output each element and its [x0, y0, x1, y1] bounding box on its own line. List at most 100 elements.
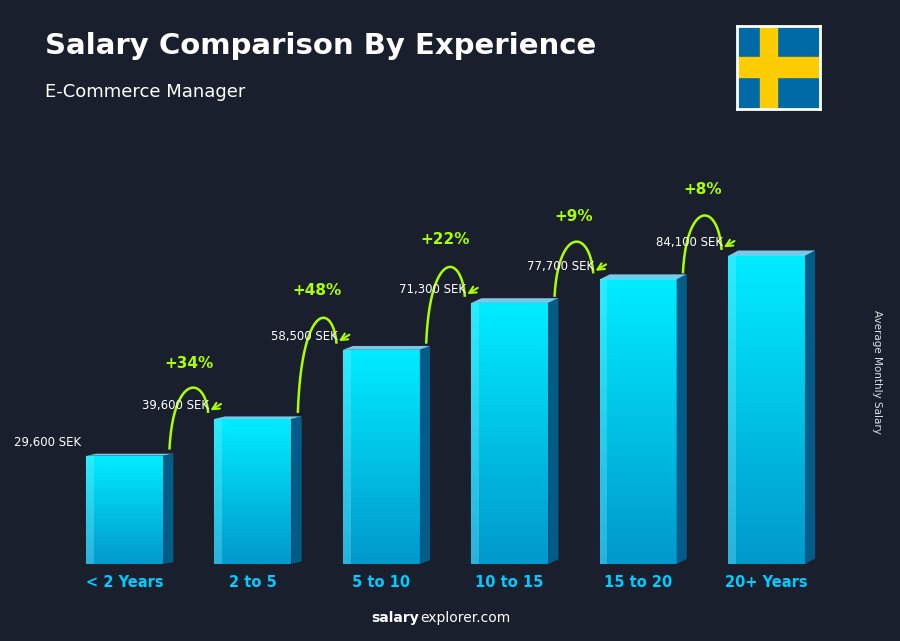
Bar: [343, 428, 419, 430]
Bar: [472, 322, 548, 326]
Bar: [472, 444, 548, 447]
Bar: [599, 479, 677, 482]
Bar: [599, 546, 677, 550]
Bar: [86, 513, 163, 514]
Bar: [599, 347, 677, 351]
Bar: [472, 365, 548, 368]
Bar: [472, 372, 548, 375]
Bar: [343, 374, 419, 377]
Bar: [214, 422, 292, 424]
Bar: [343, 369, 419, 371]
Bar: [728, 499, 805, 503]
Bar: [214, 477, 292, 479]
Bar: [472, 483, 548, 486]
Bar: [728, 487, 805, 491]
Bar: [599, 543, 677, 546]
Bar: [214, 474, 292, 475]
Bar: [728, 341, 805, 345]
Bar: [728, 337, 805, 341]
Bar: [343, 449, 419, 451]
Bar: [472, 378, 548, 381]
Bar: [728, 437, 805, 441]
Bar: [214, 510, 292, 512]
Bar: [86, 483, 163, 484]
Bar: [599, 489, 677, 493]
Bar: [343, 451, 419, 454]
Bar: [728, 383, 805, 387]
Text: explorer.com: explorer.com: [420, 611, 510, 625]
Bar: [86, 478, 163, 479]
Bar: [728, 483, 805, 487]
Bar: [472, 411, 548, 414]
Bar: [728, 476, 805, 479]
Bar: [599, 429, 677, 433]
Bar: [599, 415, 677, 418]
Bar: [343, 510, 419, 513]
Bar: [472, 381, 548, 385]
Bar: [214, 503, 292, 504]
Bar: [86, 458, 163, 460]
Bar: [86, 531, 163, 533]
Bar: [86, 457, 163, 458]
Bar: [214, 464, 292, 466]
Bar: [599, 383, 677, 386]
Bar: [472, 342, 548, 345]
Bar: [472, 460, 548, 463]
Bar: [343, 403, 419, 406]
Bar: [472, 535, 548, 538]
Bar: [214, 488, 292, 490]
Bar: [343, 438, 419, 441]
Bar: [472, 486, 548, 489]
Bar: [343, 433, 419, 435]
Bar: [86, 545, 163, 547]
Bar: [214, 557, 292, 559]
Bar: [728, 267, 805, 271]
Bar: [86, 514, 163, 515]
Bar: [472, 450, 548, 453]
Bar: [86, 461, 163, 462]
Bar: [86, 547, 163, 548]
Bar: [728, 514, 805, 518]
Bar: [728, 395, 805, 399]
Bar: [214, 495, 292, 497]
Bar: [728, 460, 805, 464]
Bar: [86, 538, 163, 540]
Bar: [599, 443, 677, 447]
Bar: [472, 306, 548, 310]
Bar: [472, 440, 548, 444]
Bar: [728, 426, 805, 429]
Bar: [599, 436, 677, 440]
Polygon shape: [677, 274, 687, 564]
Bar: [728, 256, 735, 564]
Bar: [343, 503, 419, 505]
Bar: [214, 517, 292, 519]
Bar: [343, 366, 419, 369]
Bar: [86, 469, 163, 470]
Bar: [599, 337, 677, 340]
Bar: [343, 395, 419, 398]
Text: +22%: +22%: [421, 232, 471, 247]
Bar: [343, 537, 419, 540]
Bar: [599, 550, 677, 553]
Bar: [599, 528, 677, 532]
Bar: [472, 528, 548, 531]
Bar: [472, 391, 548, 394]
Bar: [472, 531, 548, 535]
Bar: [728, 529, 805, 533]
Bar: [728, 403, 805, 406]
Bar: [599, 418, 677, 422]
Bar: [599, 283, 677, 287]
Bar: [343, 559, 419, 562]
Bar: [214, 486, 292, 488]
Bar: [472, 466, 548, 469]
Bar: [86, 487, 163, 488]
Polygon shape: [599, 274, 687, 279]
Bar: [472, 329, 548, 332]
Bar: [599, 344, 677, 347]
Bar: [343, 551, 419, 553]
Bar: [472, 541, 548, 544]
Bar: [214, 457, 292, 459]
Bar: [599, 426, 677, 429]
Bar: [86, 468, 163, 469]
Bar: [214, 450, 292, 452]
